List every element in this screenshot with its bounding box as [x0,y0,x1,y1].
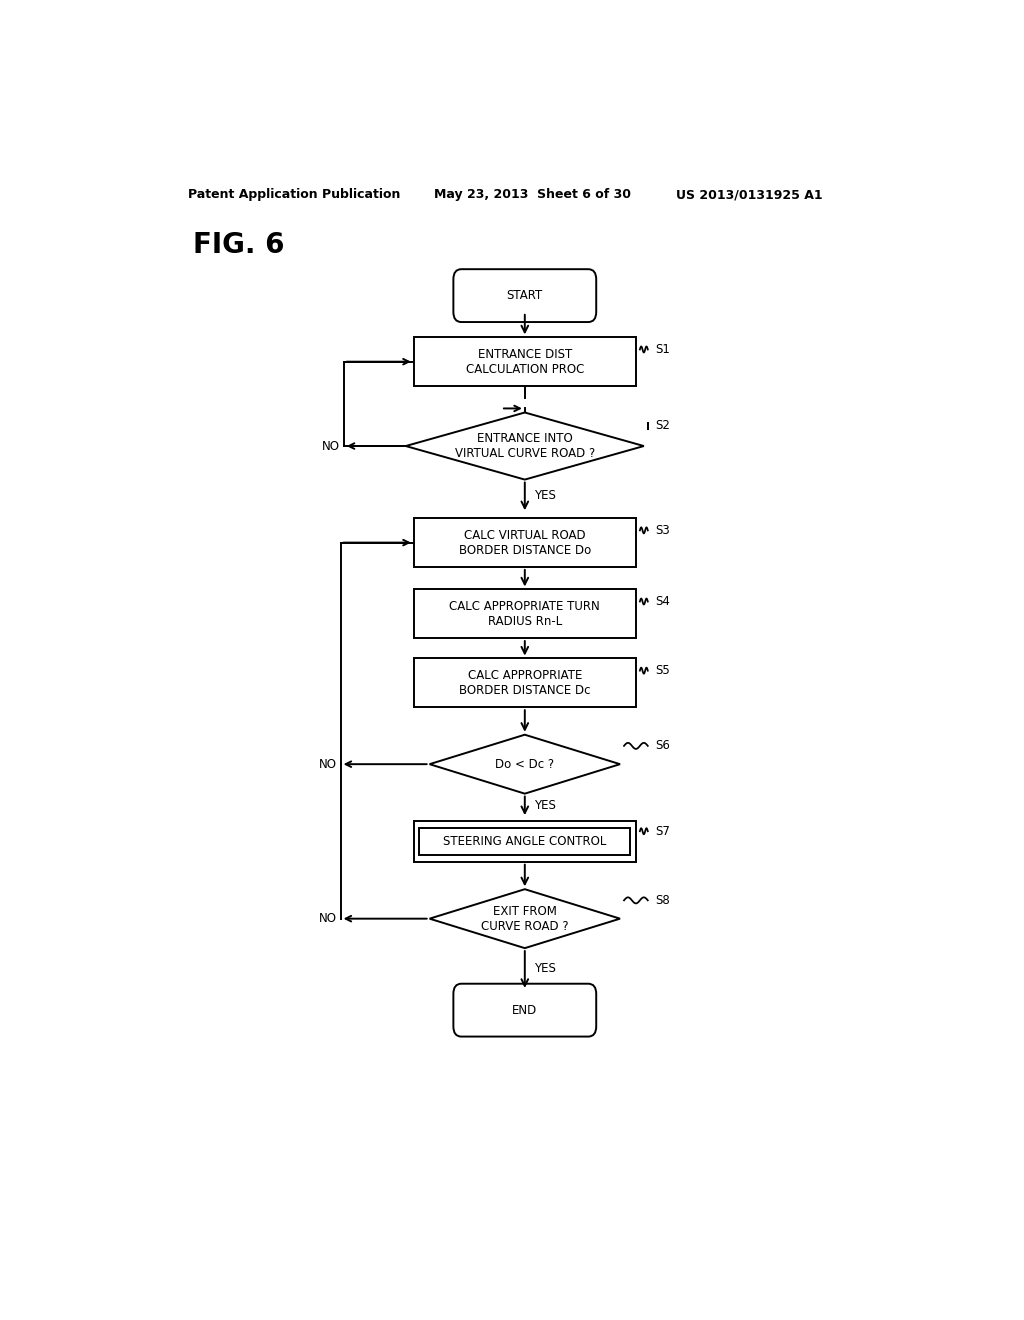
Text: END: END [512,1003,538,1016]
Text: S6: S6 [655,739,670,752]
Text: CALC VIRTUAL ROAD
BORDER DISTANCE Do: CALC VIRTUAL ROAD BORDER DISTANCE Do [459,528,591,557]
FancyBboxPatch shape [454,269,596,322]
Text: Patent Application Publication: Patent Application Publication [187,189,400,202]
Bar [414,821,636,862]
Text: NO: NO [318,758,337,771]
Text: EXIT FROM
CURVE ROAD ?: EXIT FROM CURVE ROAD ? [481,904,568,933]
Text: START: START [507,289,543,302]
Text: ENTRANCE INTO
VIRTUAL CURVE ROAD ?: ENTRANCE INTO VIRTUAL CURVE ROAD ? [455,432,595,461]
Text: YES: YES [535,488,556,502]
Text: CALC APPROPRIATE TURN
RADIUS Rn-L: CALC APPROPRIATE TURN RADIUS Rn-L [450,599,600,628]
Bar [419,828,631,854]
Text: YES: YES [535,962,556,975]
Text: S5: S5 [655,664,670,677]
Bar [414,338,636,385]
Bar [414,659,636,708]
Text: NO: NO [318,912,337,925]
Text: S2: S2 [655,420,670,432]
Text: YES: YES [535,800,556,813]
Text: S4: S4 [655,595,670,609]
Text: Do < Dc ?: Do < Dc ? [496,758,554,771]
Text: S8: S8 [655,894,670,907]
Polygon shape [430,890,620,948]
Polygon shape [430,735,620,793]
FancyBboxPatch shape [454,983,596,1036]
Text: May 23, 2013  Sheet 6 of 30: May 23, 2013 Sheet 6 of 30 [433,189,631,202]
Bar [414,589,636,638]
Text: NO: NO [322,440,340,453]
Text: S3: S3 [655,524,670,537]
Text: FIG. 6: FIG. 6 [194,231,285,259]
Text: STEERING ANGLE CONTROL: STEERING ANGLE CONTROL [443,836,606,847]
Bar [414,519,636,568]
Text: S1: S1 [655,343,670,356]
Polygon shape [406,412,644,479]
Text: CALC APPROPRIATE
BORDER DISTANCE Dc: CALC APPROPRIATE BORDER DISTANCE Dc [459,669,591,697]
Text: US 2013/0131925 A1: US 2013/0131925 A1 [676,189,822,202]
Text: ENTRANCE DIST
CALCULATION PROC: ENTRANCE DIST CALCULATION PROC [466,347,584,376]
Text: S7: S7 [655,825,670,838]
